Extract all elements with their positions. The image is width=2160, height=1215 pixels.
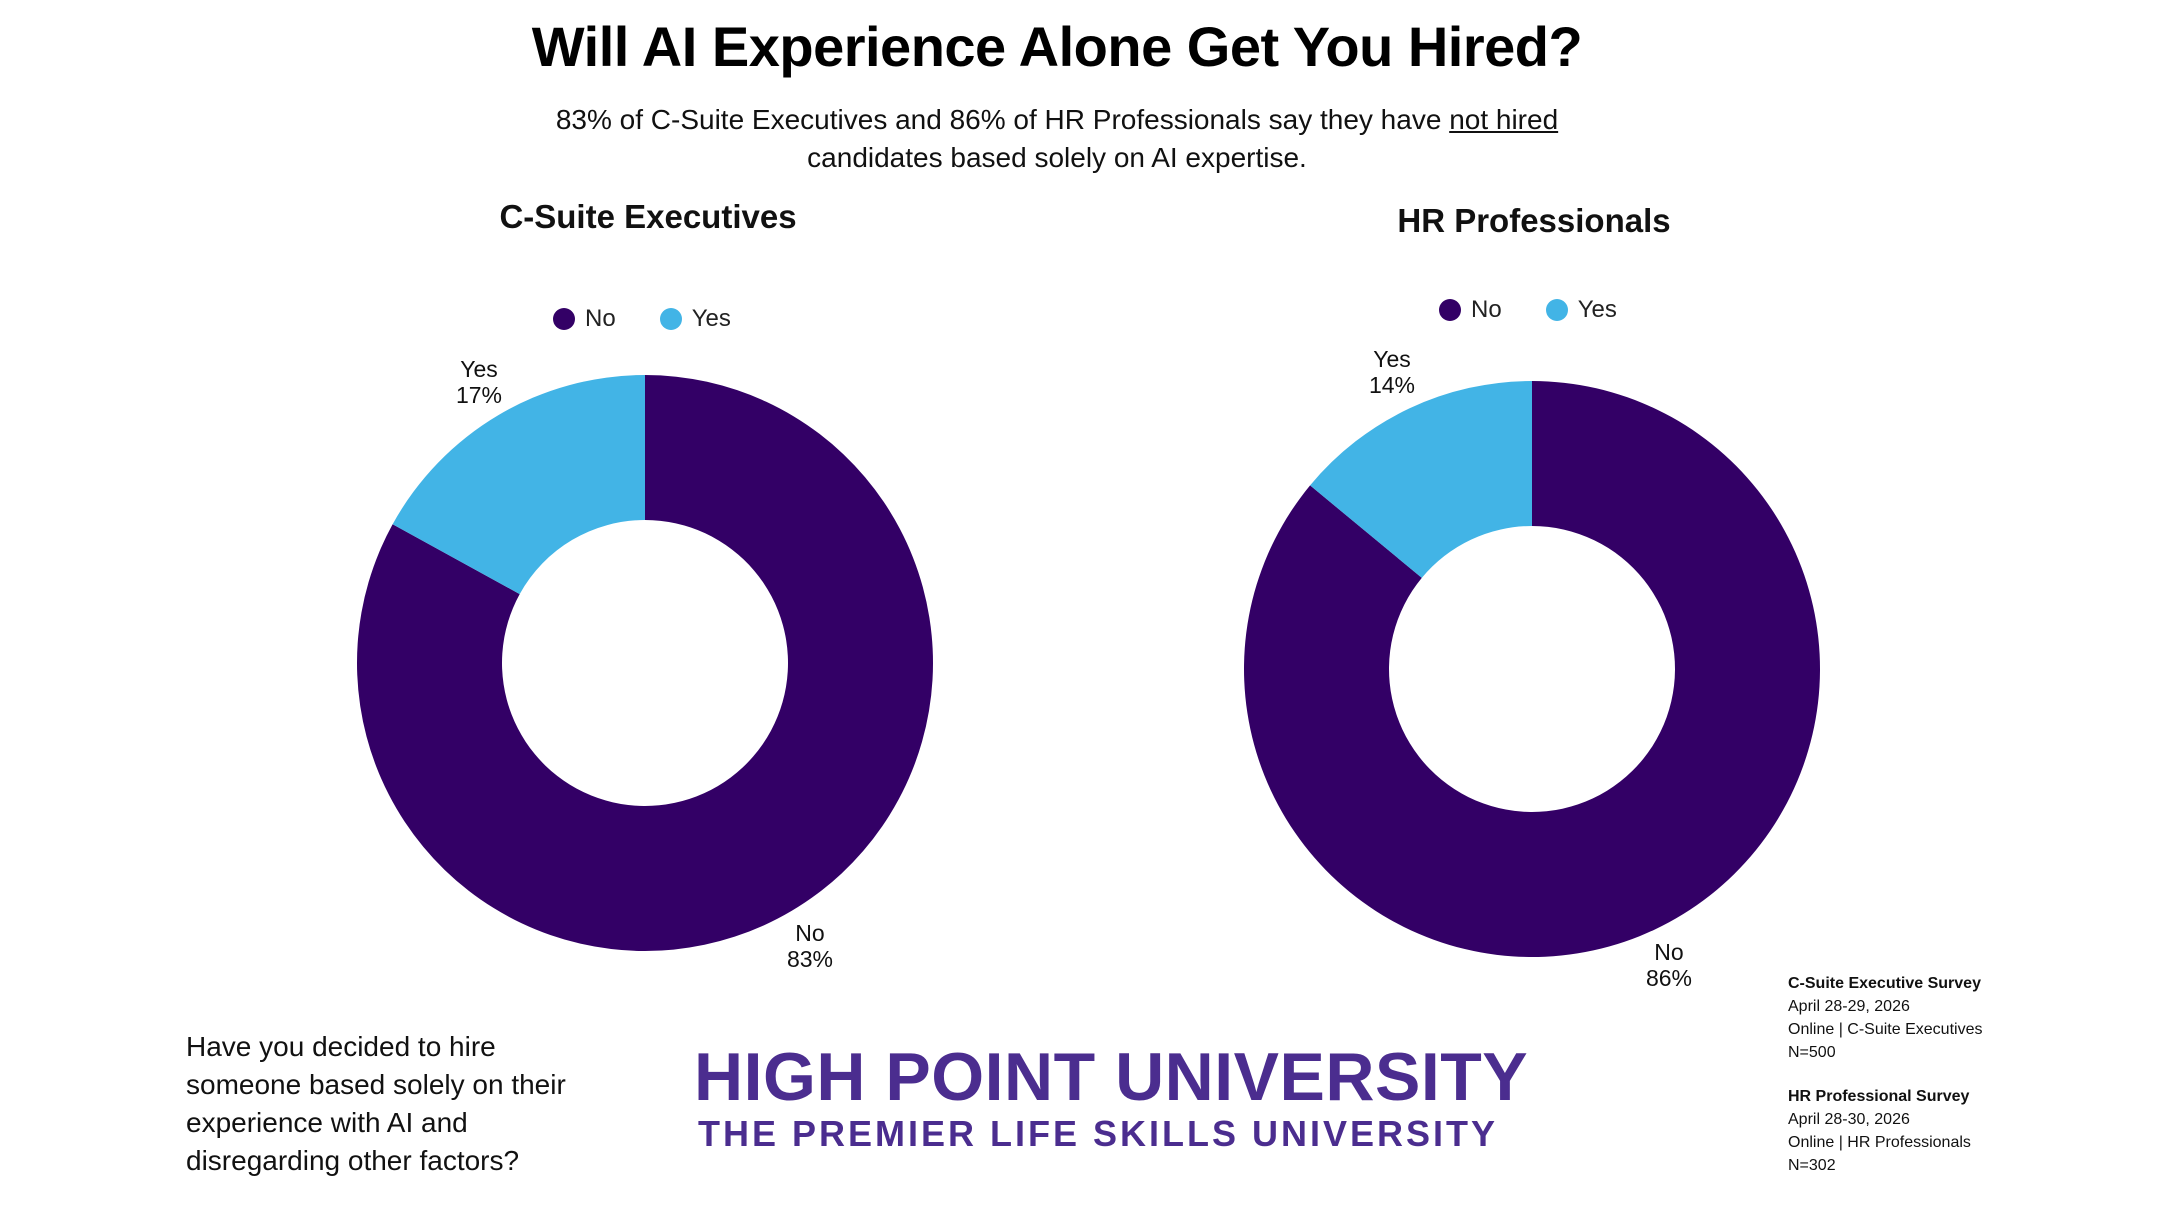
- csuite-yes-label: Yes 17%: [419, 356, 539, 408]
- slice-label-name: Yes: [1373, 346, 1411, 372]
- subtitle-line-2: candidates based solely on AI expertise.: [807, 142, 1307, 173]
- brand-logo-name: HIGH POINT UNIVERSITY: [694, 1039, 1529, 1115]
- csuite-slice-no: [357, 375, 934, 952]
- note-dates: April 28-30, 2026: [1788, 1111, 1910, 1128]
- csuite-slice-yes: [392, 375, 645, 595]
- csuite-no-label: No 83%: [750, 920, 870, 972]
- slice-label-name: No: [795, 920, 825, 946]
- hr-legend-no: No: [1439, 296, 1502, 324]
- slice-label-value: 17%: [455, 382, 503, 408]
- hr-survey-notes: HR Professional Survey April 28-30, 2026…: [1788, 1085, 2088, 1177]
- slice-label-value: 83%: [786, 946, 834, 972]
- note-dates: April 28-29, 2026: [1788, 998, 1910, 1015]
- legend-swatch-no: [553, 308, 575, 330]
- legend-swatch-yes: [659, 308, 682, 330]
- csuite-survey-notes: C-Suite Executive Survey April 28-29, 20…: [1788, 972, 2088, 1064]
- slice-label-name: No: [1654, 939, 1684, 965]
- subtitle-underlined-text: not hired: [1449, 104, 1559, 135]
- hr-no-label: No 86%: [1609, 939, 1729, 991]
- hr-slice-no: [1244, 381, 1821, 957]
- subtitle-text: 83% of C-Suite Executives and 86% of HR …: [555, 104, 1450, 135]
- legend-swatch-yes: [1545, 299, 1568, 321]
- brand-logo-tagline: THE PREMIER LIFE SKILLS UNIVERSITY: [698, 1113, 1499, 1154]
- note-heading: HR Professional Survey: [1788, 1088, 1970, 1105]
- note-sample-size: N=500: [1788, 1044, 1836, 1061]
- note-heading: C-Suite Executive Survey: [1788, 975, 1981, 992]
- slice-label-value: 14%: [1368, 372, 1416, 398]
- csuite-legend-yes: Yes: [659, 305, 731, 333]
- csuite-legend-no: No: [553, 305, 616, 333]
- hr-legend: No Yes: [1439, 296, 1661, 324]
- slice-label-name: Yes: [460, 356, 498, 382]
- main-title: Will AI Experience Alone Get You Hired?: [531, 15, 1583, 78]
- slice-label-value: 86%: [1645, 965, 1693, 991]
- csuite-chart-title: C-Suite Executives: [499, 198, 797, 235]
- legend-label-yes: Yes: [691, 305, 731, 332]
- note-sample-size: N=302: [1788, 1157, 1836, 1174]
- note-method: Online | HR Professionals: [1788, 1134, 1971, 1151]
- legend-label-no: No: [585, 305, 616, 332]
- hr-chart-title: HR Professionals: [1397, 202, 1671, 239]
- subtitle-line-1: 83% of C-Suite Executives and 86% of HR …: [0, 104, 2114, 136]
- survey-question: Have you decided to hire someone based s…: [186, 1031, 566, 1176]
- legend-label-no: No: [1471, 296, 1502, 323]
- hr-yes-label: Yes 14%: [1332, 346, 1452, 398]
- csuite-legend: No Yes: [553, 305, 775, 333]
- legend-label-yes: Yes: [1577, 296, 1617, 323]
- note-method: Online | C-Suite Executives: [1788, 1021, 1983, 1038]
- hr-legend-yes: Yes: [1545, 296, 1617, 324]
- hr-slice-yes: [1310, 381, 1532, 578]
- legend-swatch-no: [1439, 299, 1461, 321]
